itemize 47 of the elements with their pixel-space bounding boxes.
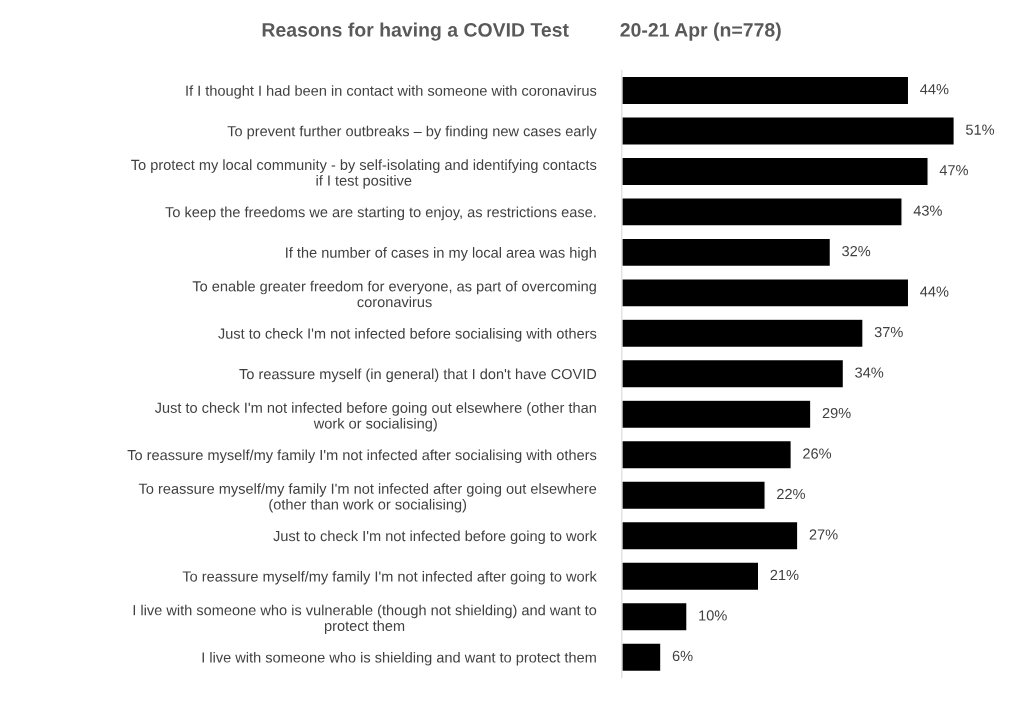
bar [621, 520, 799, 551]
y-tick-label: To keep the freedoms we are starting to enjoy, as restrictions ease. [165, 206, 596, 221]
data-label: 32% [842, 245, 871, 257]
data-label: 21% [770, 569, 799, 581]
bar [621, 480, 766, 511]
bar [621, 75, 910, 106]
chart-subtitle: 20-21 Apr (n=778) [620, 22, 781, 41]
bar [621, 116, 955, 146]
bar [621, 197, 903, 227]
bar [621, 439, 793, 470]
bar [621, 358, 845, 389]
data-label: 44% [920, 286, 949, 297]
data-label: 10% [699, 610, 727, 621]
bar [621, 601, 688, 632]
bar [621, 642, 662, 673]
bar [621, 399, 812, 430]
data-label: 47% [939, 165, 968, 176]
y-tick-label: To prevent further outbreaks – by finding new cases early [227, 125, 597, 140]
text: Reasons for having a COVID Test [262, 22, 569, 41]
y-tick-label: To reassure myself/my family I'm not infected after socialising with others [127, 449, 597, 464]
data-label: 43% [913, 205, 942, 216]
y-tick-label: To enable greater freedom for everyone, as part of overcoming coronavirus [192, 280, 596, 308]
y-tick-label: To reassure myself/my family I'm not infected after going out elsewhere (other than work or socialising) [138, 483, 597, 513]
y-tick-label: To reassure myself (in general) that I don't have COVID [239, 368, 597, 383]
data-label: 51% [966, 124, 995, 135]
data-label: 22% [777, 488, 806, 500]
bar [621, 318, 864, 349]
y-tick-label: To protect my local community - by self-isolating and identifying contacts if I test positive [131, 159, 597, 189]
data-label: 6% [672, 650, 693, 662]
bar [621, 237, 832, 268]
y-tick-label: I live with someone who is shielding and want to protect them [202, 651, 596, 666]
data-label: 44% [920, 84, 949, 95]
data-label: 37% [874, 326, 903, 338]
y-tick-label: If the number of cases in my local area was high [286, 247, 596, 261]
y-tick-label: Just to check I'm not infected before going to work [273, 530, 597, 545]
bar [621, 156, 929, 187]
y-tick-label: To reassure myself/my family I'm not infected after going to work [182, 570, 597, 585]
data-label: 27% [809, 529, 838, 540]
y-tick-label: I live with someone who is vulnerable (though not shielding) and want to protect them [133, 604, 597, 634]
bar [621, 277, 910, 308]
data-label: 26% [803, 448, 832, 459]
y-tick-label: If I thought I had been in contact with someone with coronavirus [186, 85, 597, 99]
data-label: 34% [855, 367, 884, 378]
bar [621, 561, 760, 592]
y-tick-label: Just to check I'm not infected before going out elsewhere (other than work or socialising) [154, 402, 596, 432]
data-label: 29% [822, 407, 851, 419]
y-tick-label: Just to check I'm not infected before socialising with others [218, 328, 597, 342]
